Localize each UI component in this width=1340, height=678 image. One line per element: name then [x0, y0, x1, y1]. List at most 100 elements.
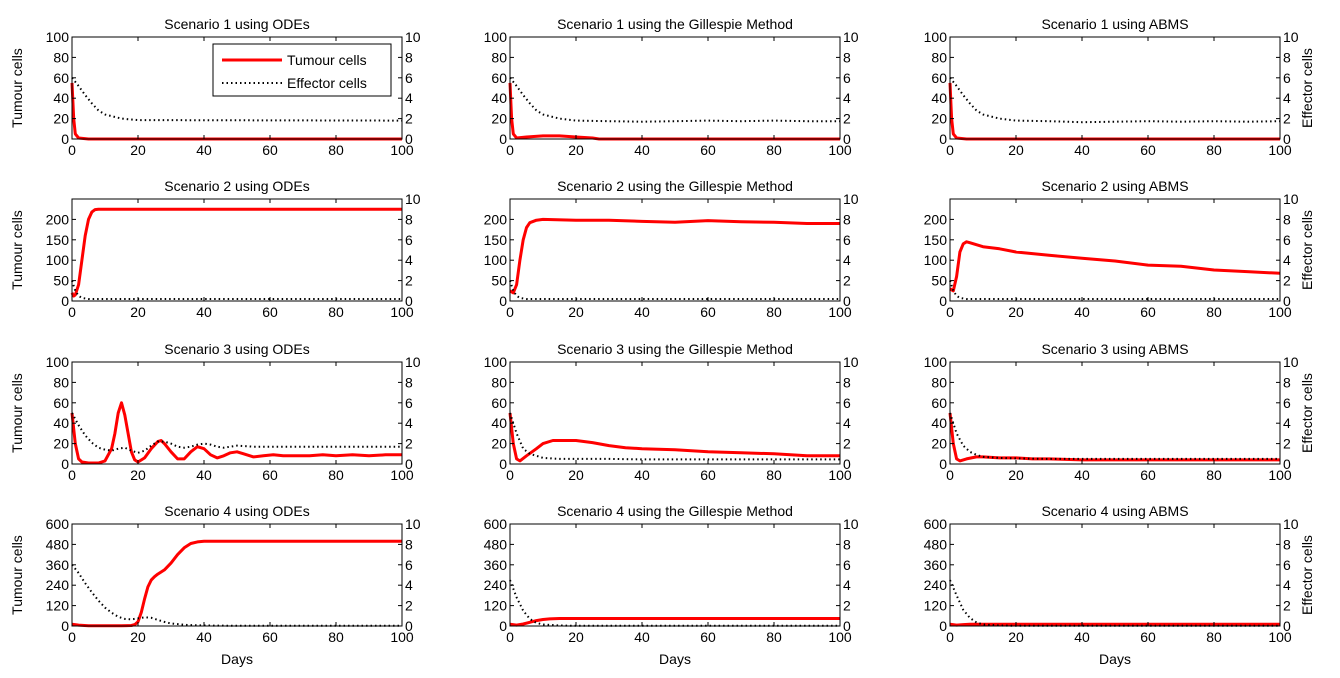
panel-12-xtick-label: 20	[1008, 629, 1024, 645]
panel-3-ytick-right-label: 6	[1283, 70, 1291, 86]
panel-9-title: Scenario 3 using ABMS	[1041, 341, 1188, 357]
panel-9-effector-line	[949, 412, 1280, 460]
panel-10-axes-box	[71, 523, 403, 627]
panel-6-tumour-line	[949, 240, 1281, 293]
panel-9-xtick-label: 0	[946, 467, 954, 483]
legend-tumour-label: Tumour cells	[287, 52, 367, 68]
panel-8-ytick-right-label: 2	[843, 436, 851, 452]
panel-7-ytick-left-label: 40	[53, 415, 69, 431]
panel-8-xtick-label: 80	[766, 467, 782, 483]
panel-3-ytick-left-label: 40	[931, 90, 947, 106]
panel-6-axes-box	[949, 198, 1281, 302]
panel-12-ylabel-right: Effector cells	[1299, 535, 1315, 615]
panel-9-ytick-right-label: 10	[1283, 354, 1299, 370]
panel-2-title: Scenario 1 using the Gillespie Method	[557, 16, 793, 32]
panel-12-ytick-right-label: 0	[1283, 618, 1291, 634]
panel-3-xtick-label: 20	[1008, 142, 1024, 158]
panel-1-ytick-right-label: 0	[405, 131, 413, 147]
panel-5-ytick-right-label: 2	[843, 273, 851, 289]
panel-11-ytick-left-label: 0	[499, 618, 507, 634]
panel-3-ytick-right-label: 10	[1283, 29, 1299, 45]
panel-9-xtick-label: 60	[1140, 467, 1156, 483]
panel-10-ytick-right-label: 2	[405, 598, 413, 614]
panel-9-ytick-right-label: 4	[1283, 415, 1291, 431]
panel-2-xtick-label: 60	[700, 142, 716, 158]
panel-12-xlabel: Days	[1099, 651, 1131, 667]
panel-4-ytick-left-label: 200	[46, 211, 70, 227]
panel-11-xtick-label: 60	[700, 629, 716, 645]
legend: Tumour cells Effector cells	[212, 43, 392, 97]
panel-5-xtick-label: 80	[766, 304, 782, 320]
panel-3-ytick-left-label: 20	[931, 111, 947, 127]
panel-12-ytick-left-label: 120	[924, 598, 948, 614]
panel-11-ytick-left-label: 600	[484, 516, 508, 532]
panel-7-ytick-left-label: 20	[53, 436, 69, 452]
panel-9-ytick-left-label: 60	[931, 395, 947, 411]
panel-11-ytick-right-label: 6	[843, 557, 851, 573]
panel-4-xtick-label: 0	[68, 304, 76, 320]
panel-8-xtick-label: 60	[700, 467, 716, 483]
panel-1-title: Scenario 1 using ODEs	[164, 16, 310, 32]
panel-11-ytick-right-label: 0	[843, 618, 851, 634]
panel-10-ytick-left-label: 240	[46, 577, 70, 593]
panel-5-ytick-left-label: 100	[484, 252, 508, 268]
panel-2-axes-box	[509, 36, 841, 140]
panel-6-effector-line	[949, 280, 1280, 300]
panel-7-ytick-right-label: 2	[405, 436, 413, 452]
panel-6-xtick-label: 20	[1008, 304, 1024, 320]
panel-1-ytick-right-label: 4	[405, 90, 413, 106]
panel-3-axes-box	[949, 36, 1281, 140]
panel-6-xtick-label: 0	[946, 304, 954, 320]
panel-8-ytick-left-label: 100	[484, 354, 508, 370]
panel-7-xtick-label: 60	[262, 467, 278, 483]
panel-2-xtick-label: 20	[568, 142, 584, 158]
panel-5-ytick-right-label: 6	[843, 232, 851, 248]
panel-7-ytick-left-label: 80	[53, 374, 69, 390]
panel-2-ytick-left-label: 60	[491, 70, 507, 86]
panel-3-xtick-label: 100	[1268, 142, 1292, 158]
panel-9-xtick-label: 20	[1008, 467, 1024, 483]
panel-5-xtick-label: 20	[568, 304, 584, 320]
panel-8-ytick-left-label: 20	[491, 436, 507, 452]
panel-3-ytick-right-label: 8	[1283, 49, 1291, 65]
panel-3-effector-line	[949, 77, 1281, 124]
panel-6-ytick-left-label: 200	[924, 211, 948, 227]
panel-8-effector-line	[509, 412, 840, 461]
panel-10-ytick-left-label: 120	[46, 598, 70, 614]
panel-2-ytick-right-label: 2	[843, 111, 851, 127]
panel-12-tumour-line	[949, 622, 1280, 627]
panel-6-ytick-right-label: 6	[1283, 232, 1291, 248]
panel-7-effector-line	[71, 412, 402, 454]
panel-10-ytick-left-label: 0	[61, 618, 69, 634]
panel-8-xtick-label: 0	[506, 467, 514, 483]
panel-10-xtick-label: 80	[328, 629, 344, 645]
panel-1-ytick-left-label: 100	[46, 29, 70, 45]
panel-12-xtick-label: 80	[1206, 629, 1222, 645]
panel-6-title: Scenario 2 using ABMS	[1041, 178, 1188, 194]
panel-8-ytick-left-label: 0	[499, 456, 507, 472]
panel-8-ytick-left-label: 80	[491, 374, 507, 390]
panel-1-ylabel-left: Tumour cells	[9, 48, 25, 128]
panel-2-ytick-left-label: 0	[499, 131, 507, 147]
panel-4-ytick-right-label: 8	[405, 211, 413, 227]
panel-11-ytick-left-label: 360	[484, 557, 508, 573]
panel-4-tumour-line	[70, 207, 402, 298]
panel-2-ytick-left-label: 80	[491, 49, 507, 65]
panel-2-ytick-right-label: 4	[843, 90, 851, 106]
panel-3-xtick-label: 60	[1140, 142, 1156, 158]
panel-10-ytick-right-label: 4	[405, 577, 413, 593]
panel-2-ytick-left-label: 40	[491, 90, 507, 106]
panel-10-ylabel-left: Tumour cells	[9, 535, 25, 615]
panel-9-ytick-left-label: 40	[931, 415, 947, 431]
panel-2-ytick-left-label: 100	[484, 29, 508, 45]
panel-4-axes-box	[71, 198, 403, 302]
panel-12-xtick-label: 0	[946, 629, 954, 645]
panel-4-ytick-right-label: 4	[405, 252, 413, 268]
panel-8-axes-box	[509, 361, 841, 465]
panel-1-ytick-left-label: 40	[53, 90, 69, 106]
